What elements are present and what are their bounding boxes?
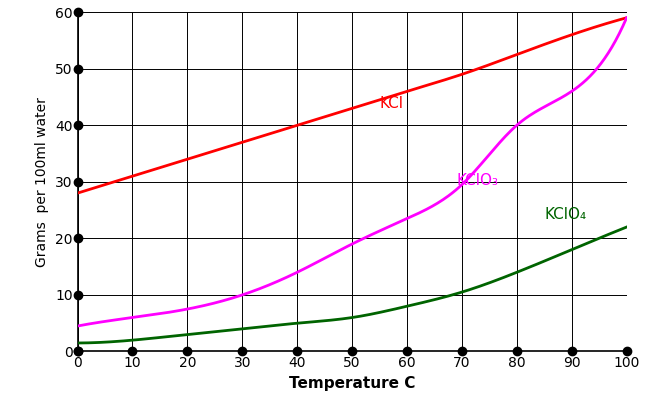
Y-axis label: Grams  per 100ml water: Grams per 100ml water <box>36 97 50 267</box>
Text: KClO₄: KClO₄ <box>545 206 587 221</box>
X-axis label: Temperature C: Temperature C <box>289 376 415 391</box>
Text: KCl: KCl <box>380 96 404 111</box>
Text: KClO₃: KClO₃ <box>456 173 499 187</box>
